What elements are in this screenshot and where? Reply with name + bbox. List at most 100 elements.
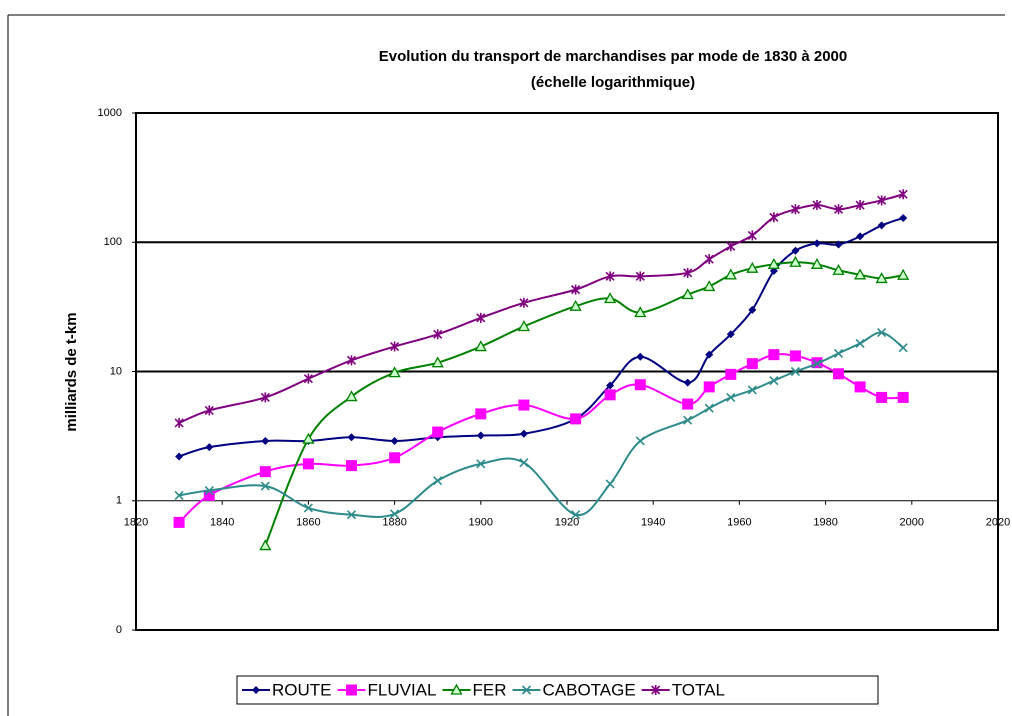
marker [748, 305, 757, 314]
legend-item: TOTAL [641, 680, 725, 699]
marker [302, 458, 314, 470]
marker [390, 436, 399, 445]
marker [834, 240, 843, 249]
marker [812, 239, 821, 248]
marker [875, 272, 888, 284]
marker [769, 212, 779, 223]
marker [635, 436, 645, 446]
marker [259, 466, 271, 478]
marker [898, 189, 908, 200]
marker [571, 284, 581, 295]
marker [518, 399, 530, 411]
marker [704, 254, 714, 265]
marker [521, 685, 532, 695]
marker [388, 366, 401, 378]
marker [569, 299, 582, 311]
chart-title: Evolution du transport de marchandises p… [379, 48, 848, 65]
chart-subtitle: (échelle logarithmique) [531, 74, 695, 91]
marker [635, 271, 645, 282]
marker [519, 458, 529, 468]
x-tick-label: 1940 [641, 517, 665, 529]
marker [204, 485, 214, 496]
x-tick-label: 1980 [813, 517, 837, 529]
marker [683, 378, 692, 387]
marker [724, 268, 737, 280]
marker [790, 204, 800, 215]
marker [345, 390, 358, 402]
marker [173, 516, 185, 528]
marker [833, 204, 844, 215]
legend-label: FLUVIAL [368, 680, 437, 699]
legend-label: FER [472, 680, 506, 699]
marker [789, 255, 802, 267]
marker [877, 221, 886, 230]
marker [259, 539, 272, 551]
marker [726, 392, 736, 403]
legend-item: ROUTE [242, 680, 332, 699]
x-tick-label: 1860 [296, 517, 320, 529]
marker [347, 433, 356, 442]
marker [174, 490, 184, 500]
marker [474, 340, 487, 352]
marker [897, 391, 909, 403]
marker [204, 405, 214, 416]
marker [571, 510, 581, 520]
legend-item: FLUVIAL [337, 680, 437, 699]
marker [767, 257, 780, 269]
y-tick-label: 10 [110, 365, 122, 377]
marker [303, 503, 313, 513]
marker [174, 417, 184, 428]
marker [703, 280, 716, 292]
y-tick-label: 1 [116, 495, 122, 507]
marker [390, 509, 400, 519]
marker [768, 349, 780, 361]
marker [476, 459, 486, 469]
marker [346, 510, 357, 520]
marker [604, 389, 616, 401]
marker [636, 352, 645, 361]
marker [832, 263, 845, 275]
marker [260, 392, 270, 403]
marker [303, 373, 313, 384]
marker [810, 257, 824, 269]
marker [475, 408, 487, 420]
marker [260, 481, 270, 491]
marker [603, 292, 617, 304]
marker [746, 261, 759, 273]
marker [651, 685, 661, 695]
marker [517, 320, 531, 332]
marker [855, 338, 865, 348]
x-tick-label: 1920 [555, 517, 579, 529]
marker [605, 479, 615, 489]
marker [855, 200, 865, 211]
legend-item: CABOTAGE [512, 680, 636, 699]
marker [389, 452, 401, 464]
marker [898, 343, 908, 353]
marker [833, 348, 844, 358]
marker [833, 368, 845, 380]
marker [704, 403, 714, 413]
marker [606, 381, 615, 390]
marker [634, 306, 647, 318]
marker [519, 429, 528, 438]
marker [853, 268, 867, 280]
marker [789, 350, 801, 362]
marker [725, 368, 737, 380]
marker [682, 398, 694, 410]
marker [634, 379, 646, 391]
marker [705, 350, 714, 359]
marker [450, 683, 463, 695]
legend-item: FER [442, 680, 506, 699]
marker [899, 214, 908, 223]
marker [203, 489, 215, 501]
marker [747, 230, 757, 241]
marker [432, 426, 444, 438]
marker [812, 359, 822, 369]
marker [681, 288, 694, 300]
x-tick-label: 1840 [210, 517, 234, 529]
x-tick-label: 2000 [900, 517, 924, 529]
marker [476, 431, 485, 440]
marker [346, 355, 357, 366]
marker [175, 452, 184, 461]
marker [876, 391, 888, 403]
